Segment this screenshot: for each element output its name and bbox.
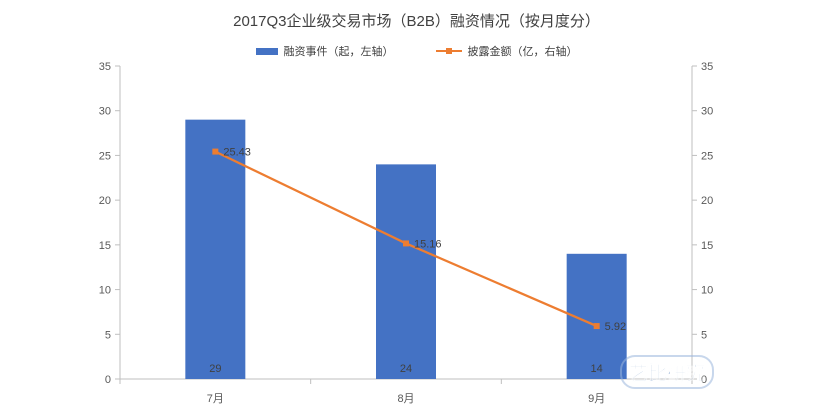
right-tick-label: 35 [701, 61, 713, 73]
left-tick-label: 10 [99, 285, 111, 297]
right-tick-label: 10 [701, 285, 713, 297]
left-tick-label: 15 [99, 240, 111, 252]
left-tick-label: 5 [105, 329, 111, 341]
right-tick-label: 30 [701, 106, 713, 118]
right-tick-label: 0 [701, 374, 707, 386]
x-tick-label: 8月 [397, 393, 414, 405]
chart-legend: 融资事件（起，左轴） 披露金额（亿，右轴） [0, 43, 833, 59]
bar-data-label: 24 [400, 363, 412, 375]
line-point [403, 240, 409, 247]
x-tick-label: 7月 [207, 393, 224, 405]
line-data-label: 25.43 [223, 147, 251, 159]
chart-axes: 0 5 10 15 20 25 30 35 0 5 10 15 20 25 30 35 7月 8月 9月 [99, 61, 714, 405]
line-point [212, 148, 219, 155]
x-tick-label: 9月 [588, 393, 605, 405]
legend-item-bar: 融资事件（起，左轴） [255, 43, 394, 59]
legend-item-line: 披露金额（亿，右轴） [435, 43, 578, 59]
left-tick-label: 35 [99, 61, 111, 73]
left-tick-label: 25 [99, 150, 111, 162]
legend-swatch-line [435, 46, 462, 56]
left-tick-label: 0 [105, 374, 111, 386]
bar [185, 119, 246, 380]
legend-swatch-bar [255, 47, 278, 55]
line-data-label: 15.16 [414, 238, 442, 250]
legend-label-bar: 融资事件（起，左轴） [283, 46, 394, 58]
svg-text:艺比研究: 艺比研究 [629, 362, 705, 385]
bar-data-label: 14 [591, 363, 603, 375]
chart-line [212, 148, 600, 330]
right-tick-label: 20 [701, 195, 713, 207]
bar-data-label: 29 [209, 363, 221, 375]
line-data-label: 5.92 [605, 321, 626, 333]
chart-title: 2017Q3企业级交易市场（B2B）融资情况（按月度分） [233, 13, 600, 30]
watermark-logo: 艺比研究 [620, 355, 714, 389]
left-tick-label: 20 [99, 195, 111, 207]
left-tick-label: 30 [99, 106, 111, 118]
right-tick-label: 15 [701, 240, 713, 252]
right-tick-label: 25 [701, 150, 713, 162]
chart-bars [185, 119, 627, 380]
line-point [593, 323, 600, 330]
chart-data-labels: 29 24 14 25.43 15.16 5.92 [209, 147, 626, 375]
right-tick-label: 5 [701, 329, 707, 341]
legend-label-line: 披露金额（亿，右轴） [467, 46, 578, 58]
bar [376, 164, 436, 379]
